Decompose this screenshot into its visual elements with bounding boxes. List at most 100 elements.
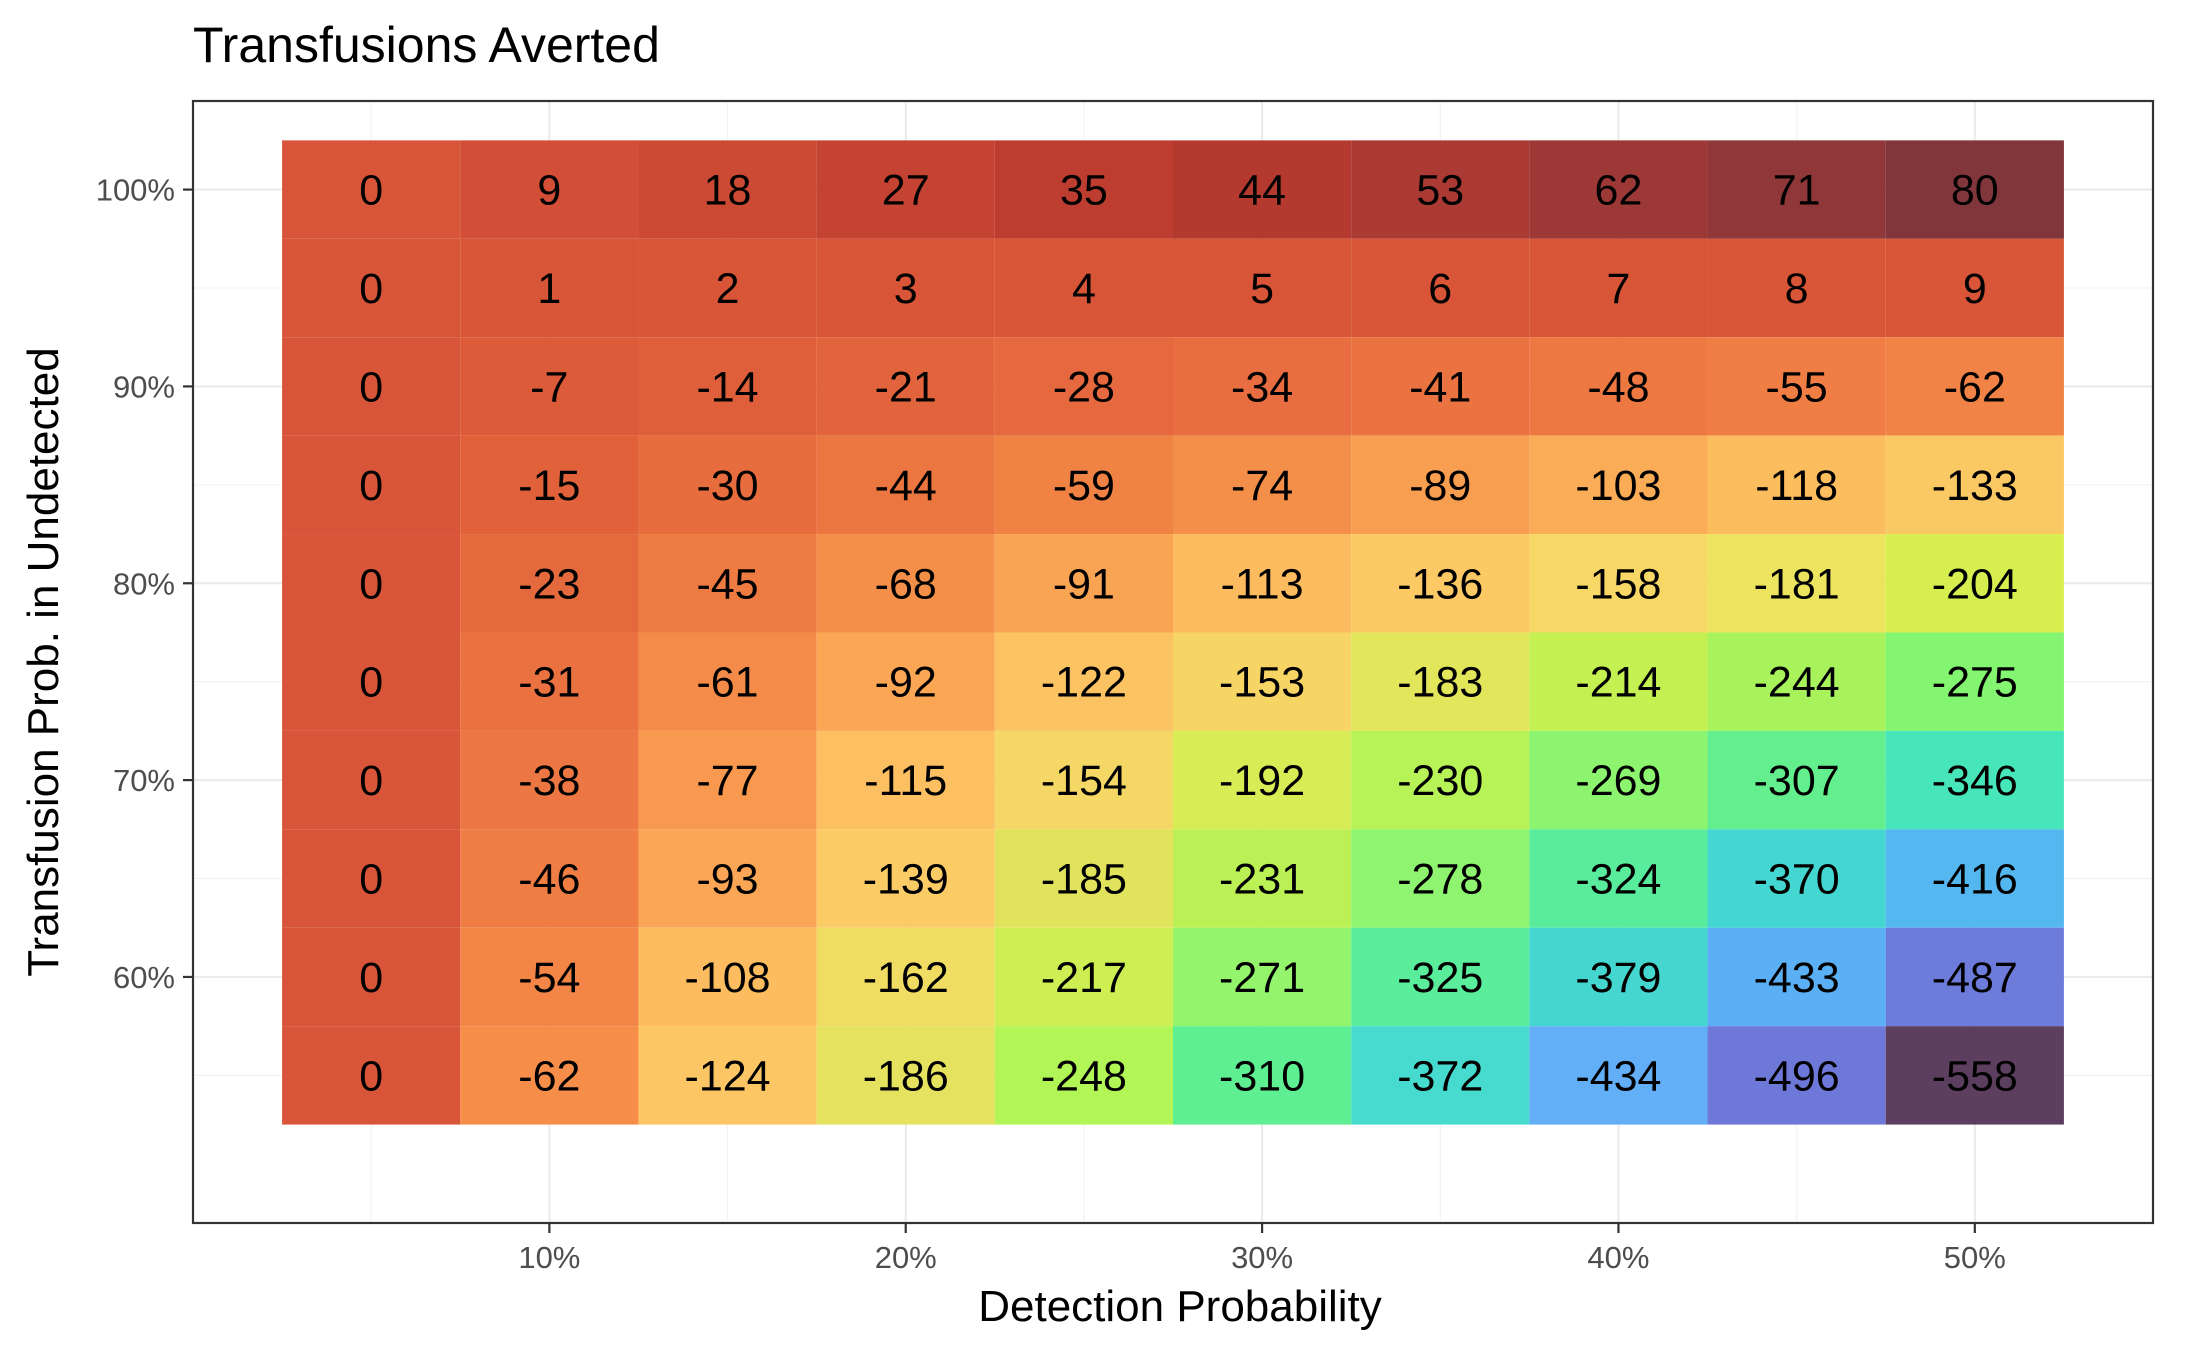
heatmap-cell	[994, 238, 1173, 338]
heatmap-cell	[1173, 829, 1352, 928]
y-axis: 100% 90% 80% 70% 60%	[96, 173, 193, 995]
heatmap-cell	[994, 435, 1173, 535]
y-axis-title: Transfusion Prob. in Undetected	[19, 347, 68, 976]
cell-value-label: 0	[359, 363, 383, 411]
heatmap-cell	[816, 435, 995, 535]
cell-value-label: 2	[716, 265, 740, 313]
heatmap-cell	[638, 238, 817, 338]
heatmap-cell	[1351, 632, 1530, 731]
cell-value-label: -217	[1041, 954, 1127, 1002]
cell-value-label: -41	[1409, 363, 1471, 411]
heatmap-cell	[638, 534, 817, 633]
heatmap-cell	[816, 534, 995, 633]
heatmap-cell	[1351, 1026, 1530, 1125]
heatmap-cell	[1351, 140, 1530, 239]
cell-value-label: 5	[1250, 265, 1274, 313]
panel-border	[191, 99, 2155, 1225]
heatmap-cell	[1529, 730, 1708, 830]
heatmap-cell	[1173, 632, 1352, 731]
cell-value-label: -158	[1575, 560, 1661, 608]
y-tick-label: 90%	[113, 369, 175, 404]
cell-label-layer: 0 9 18 27 35 44 53 62 71 80 0 1 2 3 4 5 6 7 8 9 0 -7 -14 -21 -28…	[359, 167, 2018, 1101]
cell-value-label: -278	[1397, 856, 1483, 904]
heatmap-cell	[1351, 238, 1530, 338]
cell-value-label: 0	[359, 462, 383, 510]
cell-value-label: -31	[518, 659, 580, 707]
cell-value-label: -434	[1575, 1052, 1661, 1100]
x-tick-label: 30%	[1231, 1240, 1293, 1275]
cell-value-label: -124	[685, 1052, 771, 1100]
heatmap-cell	[1173, 534, 1352, 633]
heatmap-cell	[816, 238, 995, 338]
cell-value-label: 0	[359, 167, 383, 215]
heatmap-cell	[460, 238, 639, 338]
heatmap-cell	[282, 730, 461, 830]
cell-value-label: 44	[1238, 167, 1286, 215]
cell-value-label: -416	[1932, 856, 2018, 904]
cell-value-label: 80	[1951, 167, 1999, 215]
heatmap-cell	[994, 140, 1173, 239]
heatmap-cell	[460, 435, 639, 535]
cell-value-label: 4	[1072, 265, 1096, 313]
cell-value-label: 9	[537, 167, 561, 215]
heatmap-cell	[1529, 1026, 1708, 1125]
heatmap-cell	[1885, 238, 2064, 338]
heatmap-cell	[1173, 435, 1352, 535]
cell-layer	[282, 140, 2064, 1125]
heatmap-cell	[1173, 1026, 1352, 1125]
heatmap-cell	[282, 632, 461, 731]
cell-value-label: -62	[1944, 363, 2006, 411]
cell-value-label: -487	[1932, 954, 2018, 1002]
heatmap-cell	[1173, 337, 1352, 436]
cell-value-label: -45	[696, 560, 758, 608]
heatmap-cell	[1351, 829, 1530, 928]
cell-value-label: -77	[696, 757, 758, 805]
cell-value-label: -61	[696, 659, 758, 707]
cell-value-label: 0	[359, 560, 383, 608]
heatmap-cell	[460, 337, 639, 436]
cell-value-label: 35	[1060, 167, 1108, 215]
heatmap-cell	[816, 140, 995, 239]
cell-value-label: -133	[1932, 462, 2018, 510]
cell-value-label: -44	[875, 462, 937, 510]
cell-value-label: -192	[1219, 757, 1305, 805]
heatmap-cell	[1173, 140, 1352, 239]
cell-value-label: -55	[1766, 363, 1828, 411]
heatmap-cell	[1351, 927, 1530, 1027]
cell-value-label: -108	[685, 954, 771, 1002]
cell-value-label: 6	[1428, 265, 1452, 313]
cell-value-label: 71	[1773, 167, 1821, 215]
cell-value-label: -230	[1397, 757, 1483, 805]
heatmap-cell	[460, 534, 639, 633]
heatmap-cell	[1529, 829, 1708, 928]
heatmap-cell	[1707, 829, 1886, 928]
cell-value-label: 3	[894, 265, 918, 313]
heatmap-cell	[1885, 435, 2064, 535]
heatmap-cell	[1529, 140, 1708, 239]
heatmap-cell	[638, 1026, 817, 1125]
heatmap-cell	[994, 534, 1173, 633]
heatmap-cell	[994, 927, 1173, 1027]
heatmap-cell	[460, 632, 639, 731]
cell-value-label: -186	[863, 1052, 949, 1100]
heatmap-cell	[282, 238, 461, 338]
heatmap-cell	[816, 1026, 995, 1125]
heatmap-cell	[460, 140, 639, 239]
cell-value-label: -325	[1397, 954, 1483, 1002]
cell-value-label: 0	[359, 856, 383, 904]
heatmap-cell	[1707, 238, 1886, 338]
cell-value-label: -310	[1219, 1052, 1305, 1100]
cell-value-label: -62	[518, 1052, 580, 1100]
cell-value-label: -89	[1409, 462, 1471, 510]
cell-value-label: -181	[1754, 560, 1840, 608]
heatmap-cell	[1707, 140, 1886, 239]
heatmap-cell	[1529, 238, 1708, 338]
heatmap-cell	[1529, 337, 1708, 436]
cell-value-label: -113	[1221, 560, 1304, 608]
heatmap-cell	[994, 1026, 1173, 1125]
cell-value-label: 7	[1606, 265, 1630, 313]
cell-value-label: 27	[882, 167, 930, 215]
heatmap-cell	[1707, 632, 1886, 731]
heatmap-cell	[1885, 534, 2064, 633]
cell-value-label: -38	[518, 757, 580, 805]
